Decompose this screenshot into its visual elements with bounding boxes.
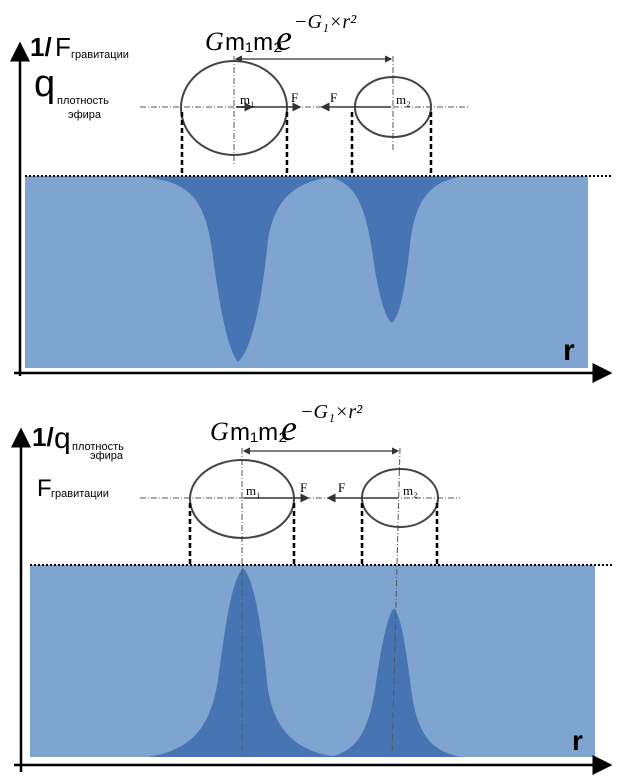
svg-text:G: G [210,417,229,446]
formula: G m₁m₂ e −G₁×r² [205,11,357,58]
axis-label-q: q [54,422,71,455]
center-line-m2 [391,447,401,758]
svg-text:e: e [276,18,292,58]
well-m2 [328,177,460,323]
mass1-label: m₁ [240,92,255,107]
svg-text:−G₁×r²: −G₁×r² [294,11,357,33]
mass2-label: m₂ [396,92,411,107]
mass1-label: m₁ [246,483,261,498]
axis-sub-f: гравитации [71,49,129,61]
axis-sub-q2: эфира [68,109,102,121]
panel-bottom: r 1/ q плотность эфира F гравитации G m₁… [10,401,613,775]
axis-sub-q1: плотность [57,95,109,107]
svg-text:−G₁×r²: −G₁×r² [300,401,363,423]
svg-text:G: G [205,27,224,56]
svg-text:m₁m₂: m₁m₂ [230,419,287,446]
axis-prefix: 1/ [30,32,52,62]
axis-label-f: F [55,32,71,62]
axis-sub-q1: плотность [72,441,124,453]
medium-area [30,565,595,757]
peak-m2 [328,608,462,757]
peak-m1 [148,568,338,757]
force-label-1: F [291,90,298,105]
force-label-1: F [300,480,307,495]
mass1-circle [180,60,288,156]
mass1-circle [189,459,295,539]
svg-text:m₁m₂: m₁m₂ [225,29,282,56]
x-axis-label: r [572,725,583,756]
force-label-2: F [330,90,337,105]
axis-label-f: F [37,475,52,502]
panel-top: r 1/ F гравитации q плотность эфира G m₁… [9,11,613,383]
formula: G m₁m₂ e −G₁×r² [210,401,363,448]
projection-lines [180,112,433,176]
svg-text:e: e [281,408,297,448]
force-label-2: F [338,480,345,495]
axis-prefix: 1/ [32,422,54,452]
x-axis-label: r [563,334,575,367]
mass2-label: m₂ [403,483,418,498]
projection-lines [188,503,439,565]
axis-sub-q2: эфира [90,450,124,462]
axis-sub-f: гравитации [51,488,109,500]
medium-area [25,176,588,368]
well-m1 [140,177,335,362]
axis-label-q: q [34,63,55,105]
